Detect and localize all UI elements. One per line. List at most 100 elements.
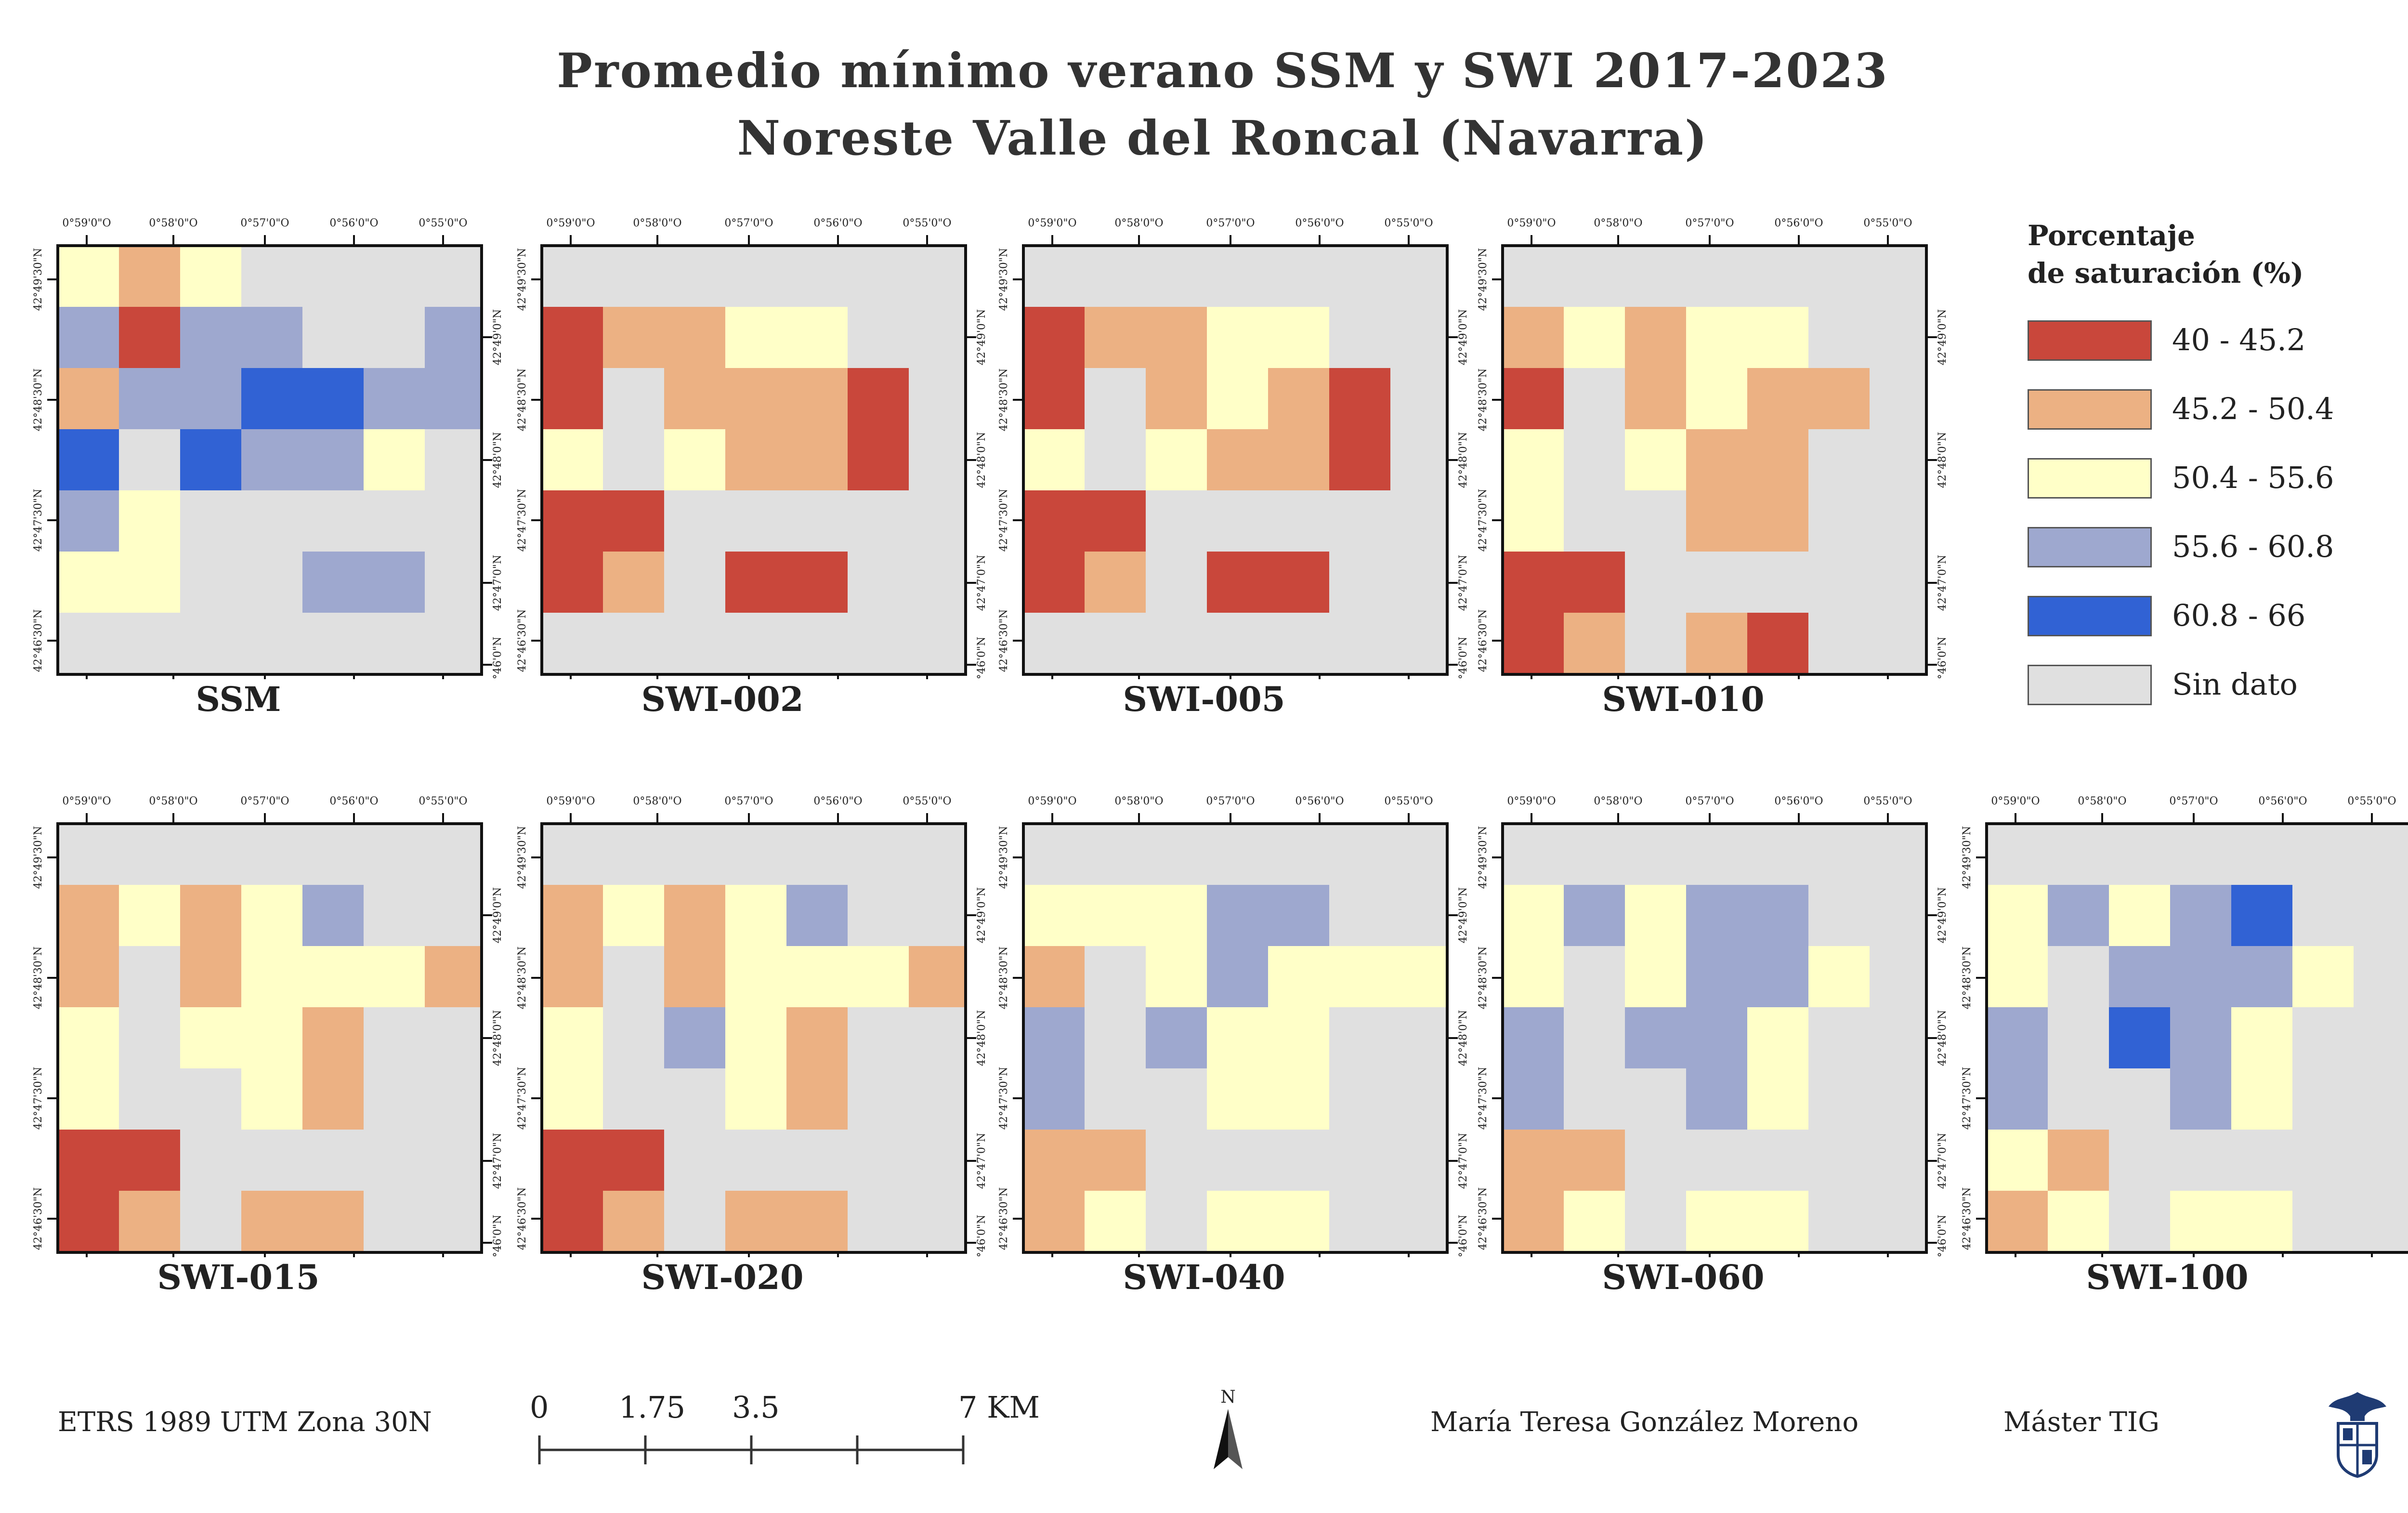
map-panel-label: SWI-015 [157, 1257, 320, 1297]
raster-cell [1503, 1191, 1564, 1252]
raster-cell [2292, 946, 2354, 1007]
raster-cell [58, 429, 119, 490]
raster-cell [425, 946, 482, 1007]
raster-cell [786, 1191, 848, 1252]
lat-tick-label: 42°49'0"N [1457, 309, 1469, 365]
raster-cell [1023, 946, 1085, 1007]
raster-cell [58, 1191, 119, 1252]
raster-cell [664, 429, 725, 490]
map-panel-label: SWI-040 [1123, 1257, 1285, 1297]
lat-tick-label: 42°48'0"N [1457, 1010, 1469, 1066]
map-title: Promedio mínimo verano SSM y SWI 2017-20… [557, 43, 1889, 99]
raster-cell [1503, 885, 1564, 946]
scale-label-3: 7 KM [958, 1390, 1040, 1425]
raster-cell [1503, 1007, 1564, 1068]
lat-tick-label: 42°46'0"N [976, 1215, 988, 1257]
map-panel-label: SWI-020 [641, 1257, 804, 1297]
raster-cell [603, 1130, 664, 1191]
raster-cell [1625, 368, 1686, 429]
legend-label: 45.2 - 50.4 [2172, 391, 2334, 426]
raster-cell [1625, 429, 1686, 490]
raster-cell [1146, 368, 1207, 429]
lat-tick-label: 42°46'0"N [492, 637, 504, 679]
lat-tick-label: 42°47'0"N [1937, 1133, 1949, 1189]
lat-tick-label: 42°48'30"N [998, 368, 1010, 431]
raster-cell [848, 429, 909, 490]
scale-label-1: 1.75 [619, 1390, 686, 1425]
legend-swatch [2028, 458, 2152, 499]
lat-tick-label: 42°46'0"N [1457, 1215, 1469, 1257]
raster-cell [603, 490, 664, 552]
lon-tick-label: 0°59'0"O [1028, 795, 1076, 807]
lat-tick-label: 42°46'30"N [998, 1187, 1010, 1250]
raster-cell [1686, 1068, 1747, 1130]
lat-tick-label: 42°47'30"N [516, 489, 528, 552]
raster-cell [119, 1130, 180, 1191]
lat-tick-label: 42°49'0"N [976, 887, 988, 943]
raster-cell [725, 552, 786, 613]
raster-cell [1987, 1191, 2048, 1252]
raster-cell [364, 552, 425, 613]
lat-tick-label: 42°48'0"N [1457, 432, 1469, 488]
raster-cell [58, 307, 119, 368]
lon-tick-label: 0°58'0"O [1114, 795, 1163, 807]
raster-cell [241, 885, 302, 946]
raster-cell [2048, 1130, 2109, 1191]
raster-cell [1146, 1007, 1207, 1068]
north-arrow: N [1206, 1387, 1250, 1474]
raster-cell [180, 307, 241, 368]
raster-cell [302, 1068, 364, 1130]
lat-tick-label: 42°48'0"N [492, 1010, 504, 1066]
north-arrow-icon [1214, 1409, 1243, 1469]
map-panel-swi-002: 0°59'0"O0°59'0"O0°58'0"O0°58'0"O0°57'0"O… [494, 183, 988, 761]
legend-title: Porcentaje de saturación (%) [2028, 217, 2408, 292]
map-panel-swi-060: 0°59'0"O0°59'0"O0°58'0"O0°58'0"O0°57'0"O… [1454, 761, 1949, 1339]
raster-cell [603, 1191, 664, 1252]
lat-tick-label: 42°48'0"N [492, 432, 504, 488]
raster-cell [542, 1130, 603, 1191]
raster-cell [58, 1068, 119, 1130]
raster-cell [1023, 1130, 1085, 1191]
raster-cell [1023, 885, 1085, 946]
raster-cell [1503, 368, 1564, 429]
lon-tick-label: 0°55'0"O [903, 217, 951, 229]
lon-tick-label: 0°56'0"O [813, 217, 862, 229]
scale-label-2: 3.5 [732, 1390, 780, 1425]
raster-cell [180, 429, 241, 490]
lat-tick-label: 42°49'30"N [1477, 826, 1489, 889]
raster-cell [1503, 307, 1564, 368]
scale-bar [538, 1435, 965, 1464]
raster-cell [542, 1191, 603, 1252]
north-label: N [1220, 1387, 1236, 1407]
raster-cell [1747, 1068, 1808, 1130]
raster-cell [1268, 885, 1329, 946]
lat-tick-label: 42°48'30"N [1477, 947, 1489, 1009]
map-border [1985, 822, 2408, 1254]
lon-tick-label: 0°57'0"O [724, 217, 773, 229]
lat-tick-label: 42°48'30"N [516, 368, 528, 431]
lat-tick-label: 42°47'30"N [516, 1067, 528, 1130]
raster-cell [1207, 552, 1268, 613]
lat-tick-label: 42°49'30"N [1961, 826, 1973, 889]
raster-cell [58, 490, 119, 552]
raster-cell [1747, 490, 1808, 552]
raster-cell [664, 885, 725, 946]
lon-tick-label: 0°55'0"O [1863, 795, 1912, 807]
raster-cell [1747, 1191, 1808, 1252]
raster-cell [2170, 1068, 2231, 1130]
raster-cell [2231, 885, 2292, 946]
raster-cell [542, 429, 603, 490]
raster-cell [1085, 307, 1146, 368]
raster-cell [1085, 1130, 1146, 1191]
lon-tick-label: 0°57'0"O [240, 795, 289, 807]
raster-cell [1503, 552, 1564, 613]
raster-cell [1503, 946, 1564, 1007]
map-frame: 0°59'0"O0°59'0"O0°58'0"O0°58'0"O0°57'0"O… [32, 795, 504, 1257]
lat-tick-label: 42°49'30"N [516, 248, 528, 311]
raster-cell [1023, 1191, 1085, 1252]
map-panel-swi-015: 0°59'0"O0°59'0"O0°58'0"O0°58'0"O0°57'0"O… [10, 761, 504, 1339]
map-panel-swi-010: 0°59'0"O0°59'0"O0°58'0"O0°58'0"O0°57'0"O… [1454, 183, 1949, 761]
raster-cell [1268, 307, 1329, 368]
raster-cell [664, 368, 725, 429]
raster-cell [1207, 1191, 1268, 1252]
